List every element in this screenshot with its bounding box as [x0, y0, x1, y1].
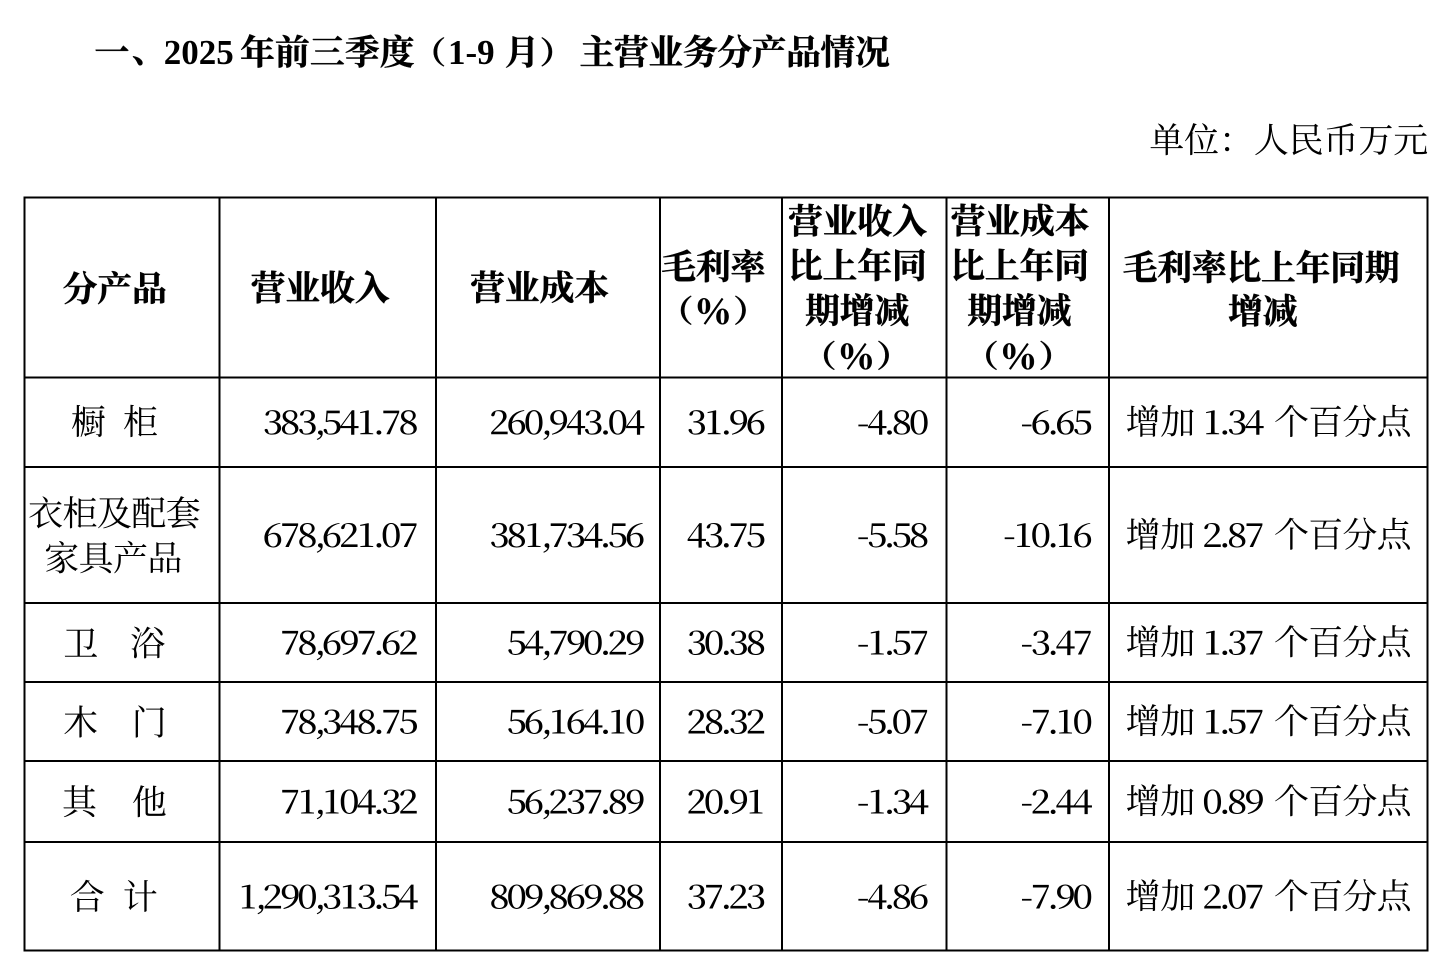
- svg-text:1-9: 1-9: [448, 33, 495, 72]
- svg-text:2025: 2025: [164, 33, 234, 72]
